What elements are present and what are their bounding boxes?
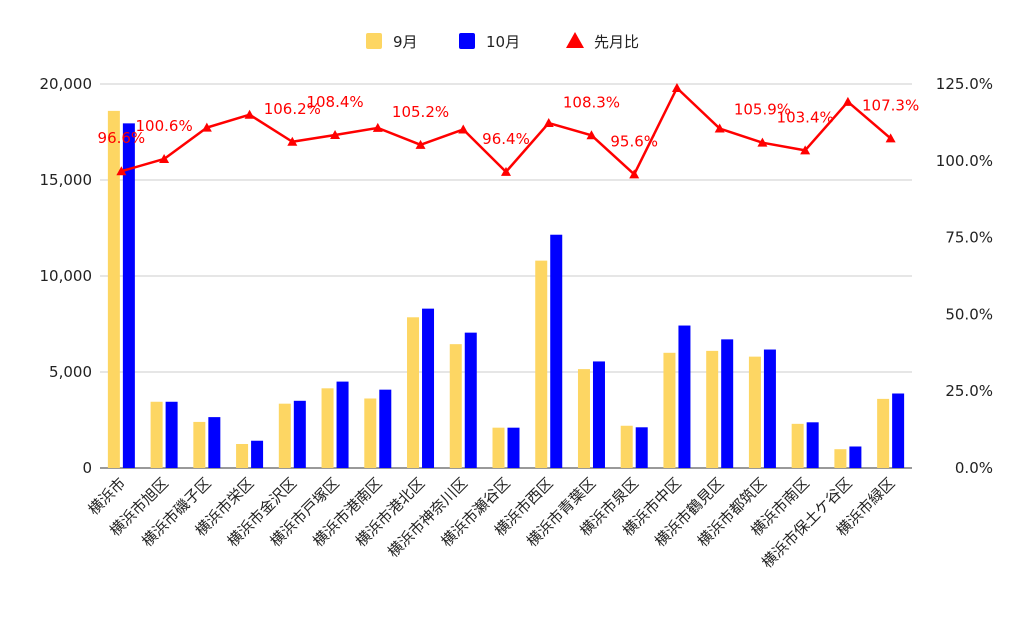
- bar-sep: [663, 352, 676, 468]
- ratio-marker: [201, 122, 212, 132]
- legend-swatch: [366, 33, 382, 49]
- y-right-tick-label: 50.0%: [945, 305, 993, 323]
- legend-label: 先月比: [594, 33, 639, 51]
- y-right-tick-label: 25.0%: [945, 382, 993, 400]
- bar-sep: [150, 401, 163, 468]
- bar-oct: [550, 234, 563, 468]
- ratio-marker: [330, 129, 341, 139]
- bar-oct: [721, 339, 734, 468]
- ratio-marker: [543, 118, 554, 128]
- y-right-tick-label: 75.0%: [945, 229, 993, 247]
- data-label: 95.6%: [610, 132, 658, 150]
- right-axis: 0.0% 25.0% 50.0% 75.0% 100.0% 125.0%: [936, 75, 993, 477]
- bar-oct: [165, 401, 178, 468]
- bar-sep: [791, 423, 804, 468]
- line-series: [116, 82, 896, 179]
- category-axis: 横浜市横浜市旭区横浜市磯子区横浜市栄区横浜市金沢区横浜市戸塚区横浜市港南区横浜市…: [85, 474, 899, 572]
- bar-oct: [208, 417, 221, 468]
- ratio-marker: [671, 82, 682, 92]
- legend: 9月 10月 先月比: [366, 32, 639, 51]
- ratio-marker: [458, 124, 469, 134]
- bar-oct: [422, 308, 435, 468]
- bar-sep: [107, 110, 120, 468]
- data-label: 105.2%: [392, 103, 449, 121]
- bar-sep: [535, 260, 548, 468]
- gridlines: [100, 83, 912, 469]
- data-label: 107.3%: [862, 96, 919, 114]
- bar-oct: [592, 361, 605, 468]
- bar-oct: [849, 446, 862, 468]
- legend-label: 9月: [393, 33, 418, 51]
- bar-sep: [193, 421, 206, 468]
- bar-oct: [122, 123, 135, 469]
- ratio-marker: [842, 96, 853, 106]
- ratio-marker: [586, 130, 597, 140]
- y-left-tick-label: 20,000: [40, 75, 93, 93]
- data-label: 108.3%: [563, 93, 620, 111]
- y-right-tick-label: 0.0%: [955, 459, 993, 477]
- data-label: 100.6%: [136, 117, 193, 135]
- bar-sep: [278, 403, 291, 468]
- ratio-marker: [116, 166, 127, 176]
- ratio-marker: [501, 166, 511, 176]
- ratio-marker: [244, 109, 255, 119]
- ratio-marker: [757, 137, 768, 147]
- bar-sep: [877, 398, 890, 468]
- ratio-marker: [629, 169, 640, 179]
- data-labels: 96.6%100.6% 106.2%108.4% 105.2% 96.4% 108.3%…: [98, 93, 920, 150]
- data-label: 106.2%: [264, 100, 321, 118]
- bar-oct: [464, 332, 477, 468]
- bar-sep: [706, 350, 719, 468]
- ratio-marker: [287, 136, 298, 146]
- ratio-marker: [800, 145, 811, 155]
- y-right-tick-label: 125.0%: [936, 75, 993, 93]
- y-left-tick-label: 0: [82, 459, 92, 477]
- bar-sep: [577, 369, 590, 468]
- y-left-tick-label: 10,000: [40, 267, 93, 285]
- bar-oct: [251, 440, 264, 468]
- legend-swatch: [459, 33, 475, 49]
- bar-oct: [806, 422, 819, 468]
- bar-oct: [379, 389, 392, 468]
- y-right-tick-label: 100.0%: [936, 152, 993, 170]
- data-label: 103.4%: [777, 108, 834, 126]
- bar-sep: [834, 449, 847, 468]
- data-label: 105.9%: [734, 101, 791, 119]
- legend-label: 10月: [486, 33, 520, 51]
- bar-sep: [364, 398, 377, 468]
- ratio-marker: [372, 122, 383, 132]
- y-left-tick-label: 15,000: [40, 171, 93, 189]
- bar-oct: [892, 393, 905, 468]
- bar-sep: [748, 356, 761, 468]
- bar-oct: [336, 381, 349, 468]
- bar-oct: [763, 349, 776, 468]
- y-left-tick-label: 5,000: [49, 363, 92, 381]
- bar-sep: [492, 427, 505, 468]
- bar-sep: [321, 388, 334, 468]
- bar-sep: [236, 444, 249, 468]
- bar-sep: [620, 425, 633, 468]
- bars: [107, 110, 905, 469]
- bar-oct: [635, 427, 648, 468]
- bar-sep: [407, 317, 420, 468]
- bar-oct: [507, 427, 520, 468]
- data-label: 96.4%: [482, 130, 530, 148]
- legend-swatch: [566, 32, 584, 48]
- bar-sep: [449, 344, 462, 468]
- ratio-marker: [159, 153, 170, 163]
- bar-oct: [293, 400, 306, 468]
- ratio-marker: [415, 139, 426, 149]
- data-label: 108.4%: [306, 93, 363, 111]
- ratio-marker: [714, 123, 725, 133]
- ratio-marker: [885, 133, 896, 143]
- left-axis: 0 5,000 10,000 15,000 20,000: [40, 75, 93, 477]
- data-label: 96.6%: [98, 129, 146, 147]
- bar-oct: [678, 325, 691, 468]
